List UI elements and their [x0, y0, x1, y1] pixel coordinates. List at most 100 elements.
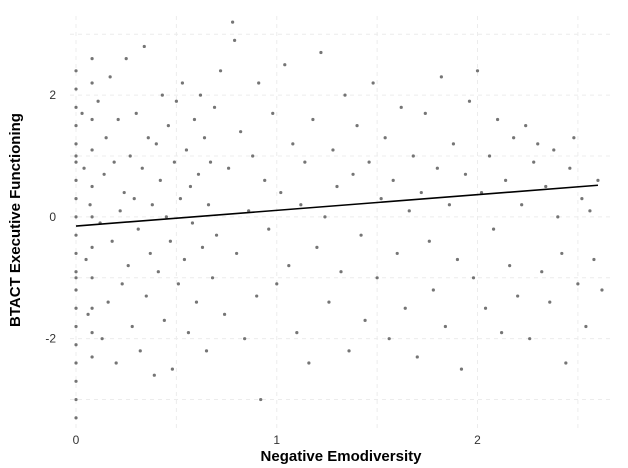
data-point: [371, 81, 375, 85]
data-point: [74, 270, 78, 274]
data-point: [74, 105, 78, 109]
data-point: [375, 276, 379, 280]
data-point: [138, 349, 142, 353]
data-point: [132, 197, 136, 201]
data-point: [251, 154, 255, 158]
data-point: [399, 105, 403, 109]
data-point: [487, 154, 492, 158]
data-point: [90, 215, 94, 219]
data-point: [315, 245, 319, 249]
data-point: [74, 416, 78, 420]
data-point: [415, 355, 419, 359]
data-point: [180, 81, 185, 85]
data-point: [576, 282, 580, 286]
data-point: [491, 227, 496, 231]
data-point: [206, 203, 211, 207]
data-point: [239, 130, 243, 134]
x-axis-title: Negative Emodiversity: [261, 448, 423, 465]
data-point: [552, 148, 556, 152]
data-point: [192, 117, 197, 122]
data-point: [196, 172, 201, 176]
data-point: [80, 111, 84, 116]
data-point: [172, 160, 176, 164]
data-point: [90, 81, 94, 85]
data-point: [347, 349, 351, 353]
data-point: [194, 300, 199, 304]
data-point: [451, 142, 456, 146]
data-point: [222, 312, 227, 316]
data-point: [96, 99, 100, 103]
data-point: [243, 337, 247, 341]
data-point: [84, 257, 88, 262]
data-point: [90, 306, 94, 310]
data-point: [74, 361, 78, 365]
data-point: [339, 270, 343, 274]
data-point: [233, 38, 237, 42]
data-point: [311, 117, 315, 122]
data-point: [407, 209, 411, 213]
data-point: [170, 367, 174, 371]
data-point: [150, 203, 154, 207]
data-point: [275, 282, 279, 286]
data-point: [295, 330, 299, 335]
data-point: [90, 184, 94, 189]
data-point: [271, 111, 275, 116]
data-point: [283, 63, 287, 67]
data-point: [188, 184, 193, 189]
data-point: [74, 343, 78, 347]
data-point: [439, 75, 443, 79]
data-point: [74, 142, 78, 146]
data-point: [102, 172, 106, 176]
data-point: [160, 93, 164, 97]
data-point: [74, 69, 78, 73]
points-layer: [74, 20, 604, 420]
data-point: [168, 239, 172, 243]
y-axis-title: BTACT Executive Functioning: [7, 113, 24, 327]
data-point: [90, 117, 94, 122]
data-point: [148, 251, 152, 256]
data-point: [411, 154, 415, 158]
data-point: [74, 324, 78, 329]
data-point: [74, 154, 78, 158]
data-point: [363, 318, 367, 323]
data-point: [90, 245, 94, 249]
data-point: [455, 257, 460, 262]
data-point: [134, 111, 138, 116]
data-point: [423, 111, 427, 116]
data-point: [528, 337, 532, 341]
data-point: [86, 312, 90, 316]
data-point: [588, 209, 592, 213]
data-point: [74, 306, 78, 310]
data-point: [504, 178, 508, 182]
data-point: [544, 184, 548, 189]
data-point: [204, 349, 209, 353]
data-point: [359, 233, 363, 237]
data-point: [395, 251, 399, 256]
data-point: [255, 294, 259, 298]
y-tick-label: 0: [49, 210, 56, 224]
x-tick-label: 2: [474, 433, 481, 447]
data-point: [176, 282, 181, 286]
data-point: [146, 136, 150, 140]
data-point: [74, 251, 78, 256]
data-point: [267, 227, 271, 231]
data-point: [90, 355, 94, 359]
x-tick-label: 0: [73, 433, 80, 447]
data-point: [74, 397, 78, 402]
data-point: [431, 288, 435, 292]
data-point: [279, 190, 283, 195]
data-point: [580, 197, 584, 201]
data-point: [463, 172, 468, 176]
data-point: [479, 190, 484, 195]
data-point: [499, 330, 504, 335]
tick-label-layer: 0 1 2 -2 0 2: [45, 88, 481, 447]
data-point: [584, 324, 588, 329]
data-point: [568, 166, 572, 170]
data-point: [124, 57, 128, 61]
data-point: [287, 264, 291, 268]
data-point: [174, 99, 178, 103]
y-tick-label: -2: [45, 332, 56, 346]
grid-layer: [70, 16, 610, 430]
data-point: [112, 160, 116, 164]
